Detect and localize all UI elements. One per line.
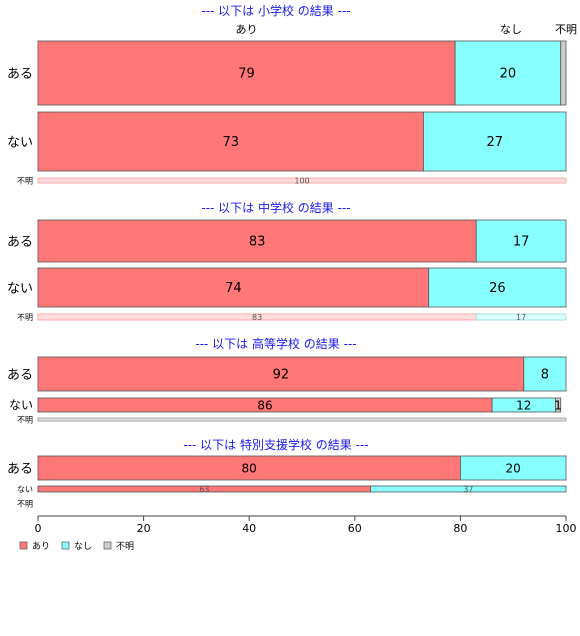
bar-segment-nashi <box>475 219 567 263</box>
data-label: 27 <box>486 135 503 150</box>
data-label: 80 <box>242 461 257 475</box>
bar-segment-ari <box>37 111 424 172</box>
bar-segment-nashi <box>428 267 567 308</box>
legend-label-nashi: なし <box>74 541 92 552</box>
bar-segment-ari <box>37 177 567 184</box>
data-label: 12 <box>516 398 531 412</box>
data-label: 17 <box>513 235 530 250</box>
x-tick-label: 20 <box>137 522 151 535</box>
row-label: 不明 <box>17 416 33 425</box>
data-label: 26 <box>489 281 506 296</box>
panel-title: --- 以下は 小学校 の結果 --- <box>201 3 350 18</box>
legend-swatch-ari <box>19 541 28 550</box>
column-header-2: 不明 <box>555 23 577 36</box>
data-label: 83 <box>252 313 262 322</box>
row-label: 不明 <box>17 313 33 322</box>
panel-title: --- 以下は 中学校 の結果 --- <box>201 200 350 215</box>
data-label: 86 <box>257 398 272 412</box>
data-label: 20 <box>506 461 521 475</box>
bar-segment-nashi <box>370 485 567 493</box>
row-label: ある <box>7 235 33 250</box>
bar-segment-nashi <box>454 40 562 106</box>
panel-title: --- 以下は 特別支援学校 の結果 --- <box>183 437 368 452</box>
legend-label-ari: あり <box>32 541 50 552</box>
data-label: 74 <box>225 281 242 296</box>
data-label: 83 <box>249 235 266 250</box>
row-label: ある <box>7 462 33 477</box>
x-tick-label: 80 <box>453 522 467 535</box>
data-label: 63 <box>199 485 209 494</box>
row-label: 不明 <box>17 500 33 509</box>
data-label: 79 <box>238 67 255 82</box>
row-label: ない <box>17 485 33 494</box>
row-label: ない <box>7 282 33 297</box>
bar-segment-fumei <box>555 397 562 413</box>
column-header-1: なし <box>500 23 522 36</box>
panel-title: --- 以下は 高等学校 の結果 --- <box>195 336 356 351</box>
data-label: 92 <box>273 368 290 383</box>
bar-segment-ari <box>37 455 461 481</box>
x-tick-label: 100 <box>556 522 577 535</box>
legend-swatch-fumei <box>103 541 112 550</box>
data-label: 17 <box>516 313 526 322</box>
row-label: ない <box>7 136 33 151</box>
data-label: 20 <box>500 67 517 82</box>
bar-segment-nashi <box>459 455 567 481</box>
bar-segment-ari <box>37 219 477 263</box>
data-label: 73 <box>222 135 239 150</box>
bar-segment-nashi <box>423 111 567 172</box>
bar-segment-nashi <box>523 356 567 392</box>
column-header-0: あり <box>236 23 258 36</box>
x-tick-label: 0 <box>35 522 42 535</box>
bar-segment-fumei <box>37 417 567 422</box>
bar-segment-nashi <box>475 313 567 321</box>
data-label: 100 <box>294 176 309 185</box>
data-label: 37 <box>463 485 473 494</box>
row-label: ある <box>7 67 33 82</box>
x-tick-label: 60 <box>348 522 362 535</box>
data-label: 8 <box>541 368 549 383</box>
legend-label-fumei: 不明 <box>116 541 134 552</box>
bar-segment-ari <box>37 40 456 106</box>
row-label: ある <box>7 368 33 383</box>
row-label: 不明 <box>17 177 33 186</box>
x-tick-label: 40 <box>242 522 256 535</box>
bar-segment-ari <box>37 356 525 392</box>
bar-segment-fumei <box>560 40 567 106</box>
row-label: ない <box>9 398 33 412</box>
legend-swatch-nashi <box>61 541 70 550</box>
bar-segment-ari <box>37 267 430 308</box>
data-label: 1 <box>554 398 562 412</box>
